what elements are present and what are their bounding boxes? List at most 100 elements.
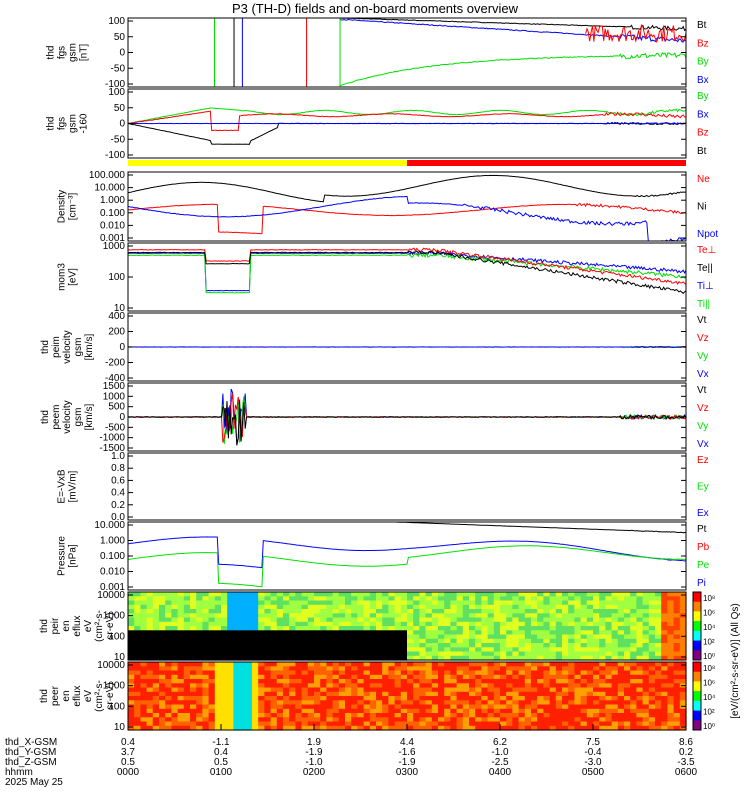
pressure-yticklabel-2: 0.100: [100, 551, 125, 562]
peer-spectrogram: [128, 662, 687, 731]
peir-yticklabel-2: 100: [108, 631, 125, 642]
temp-tepar-line: [127, 250, 687, 294]
pressure-pt-line: [395, 521, 687, 534]
colorbar-0-seg-2: [693, 611, 701, 622]
density-ni-line: [127, 174, 687, 203]
colorbar-0-frame: [692, 591, 702, 661]
fgs-legend-3: Bx: [697, 75, 709, 86]
density-ne-line: [127, 202, 687, 235]
efield-legend-1: Ey: [697, 482, 709, 493]
efield-ylabel-1: [mV/m]: [68, 470, 79, 502]
density-legend-2: Npot: [697, 229, 718, 240]
peir-frame: [127, 591, 687, 661]
peim-yticklabel-3: -200: [105, 358, 125, 369]
colorbar-1-seg-4: [693, 700, 701, 712]
fgs-bt-line: [339, 17, 687, 32]
xticklabel-5-3: 0500: [582, 767, 605, 778]
fgs_lim-bz-line: [128, 110, 686, 132]
fgs-ylabel-2: gsm: [68, 43, 79, 62]
peir-yticklabel-0: 10000: [97, 590, 125, 601]
pressure-frame: [127, 521, 687, 591]
colorbar-1-seg-6: [693, 720, 701, 731]
peem-red-line: [127, 393, 687, 443]
xticklabel-0-1: 3.7: [121, 747, 135, 758]
xrowlabel-0: thd_X-GSM: [5, 737, 57, 748]
peer-ylabel-0: thd: [39, 689, 50, 703]
density-yticklabel-4: 0.010: [100, 220, 125, 231]
fgs_lim-yticklabel-1: 50: [114, 103, 126, 114]
efield-legend-0: Ez: [697, 455, 709, 466]
peir-spectrogram: [128, 592, 687, 661]
efield-ylabel-0: E=-VxB: [57, 469, 68, 504]
fgs_lim-yticklabel-0: 100: [108, 87, 125, 98]
peir-ylabel-6: sr-eV): [105, 612, 116, 639]
mode-bar-yellow: [128, 160, 407, 166]
temp-tiperp-line: [127, 250, 687, 292]
xticklabel-5-1: -0.4: [584, 747, 602, 758]
peer-ylabel-6: sr-eV): [105, 682, 116, 709]
peim-yticklabel-2: 0: [119, 342, 125, 353]
colorbar-1-tick-4: 10⁰: [703, 722, 715, 731]
fgs_lim-legend-3: Bt: [697, 146, 707, 157]
xticklabel-5-0: 7.5: [586, 737, 600, 748]
temp-ylabel-0: mom3: [57, 263, 68, 291]
peem-yticklabel-5: -1000: [99, 433, 125, 444]
efield-yticklabel-0: 1.0: [111, 451, 125, 462]
xticklabel-4-1: -1.0: [491, 747, 509, 758]
xticklabel-3-0: 4.4: [400, 737, 414, 748]
peer-yticklabel-0: 10000: [97, 660, 125, 671]
xticklabel-1-0: -1.1: [212, 737, 230, 748]
density-legend-1: Ni: [697, 202, 706, 213]
colorbar-1-seg-5: [693, 710, 701, 721]
peim-ylabel-1: peim: [51, 336, 62, 358]
efield-yticklabel-3: 0.4: [111, 488, 125, 499]
mode-bar-red: [407, 160, 686, 166]
colorbar-0-seg-3: [693, 621, 701, 632]
colorbar-1-tick-2: 10⁴: [703, 693, 716, 702]
efield-yticklabel-2: 0.6: [111, 475, 125, 486]
peir-ylabel-4: eV: [83, 620, 94, 633]
xticklabel-3-3: 0300: [396, 767, 419, 778]
xrowlabel-2: thd_Z-GSM: [5, 757, 57, 768]
peer-yticklabel-3: 10: [114, 722, 126, 733]
efield-yticklabel-4: 0.2: [111, 500, 125, 511]
colorbar-1-seg-3: [693, 691, 701, 702]
peim-legend-3: Vx: [697, 369, 709, 380]
pressure-legend-3: Pi: [697, 578, 706, 589]
peem-ylabel-0: thd: [40, 410, 51, 424]
fgs_lim-legend-1: Bx: [697, 109, 709, 120]
xticklabel-0-3: 0000: [117, 767, 140, 778]
peir-ylabel-5: (cm²-s-: [94, 610, 105, 642]
peem-green-line: [127, 396, 687, 444]
efield-legend-2: Ex: [697, 508, 709, 519]
chart-title: P3 (TH-D) fields and on-board moments ov…: [231, 1, 519, 16]
fgs-yticklabel-4: -100: [105, 79, 125, 90]
pressure-legend-2: Pe: [697, 560, 710, 571]
density-yticklabel-0: 100.000: [89, 170, 126, 181]
xticklabel-6-2: -3.5: [677, 757, 695, 768]
fgs-by-line: [339, 52, 687, 86]
peer-ylabel-3: eflux: [72, 685, 83, 706]
pressure-ylabel-0: Pressure: [57, 536, 68, 576]
peim-legend-1: Vz: [697, 333, 709, 344]
peer-yticklabel-1: 1000: [103, 681, 126, 692]
fgs_lim-ylabel-2: gsm: [68, 114, 79, 133]
xticklabel-3-2: -1.9: [398, 757, 416, 768]
colorbar-1-seg-0: [693, 662, 701, 673]
peem-ylabel-4: [km/s]: [84, 403, 95, 430]
xticklabel-1-2: 0.5: [214, 757, 228, 768]
pressure-yticklabel-0: 10.000: [94, 520, 125, 531]
fgs_lim-yticklabel-4: -100: [105, 150, 125, 161]
xticklabel-2-1: -1.9: [305, 747, 323, 758]
xticklabel-4-3: 0400: [489, 767, 512, 778]
peir-ylabel-3: eflux: [72, 615, 83, 636]
temp-yticklabel-1: 100: [108, 272, 125, 283]
colorbar-1-tick-3: 10²: [703, 708, 715, 717]
colorbar-1-tick-1: 10⁶: [703, 679, 715, 688]
colorbar-0-tick-0: 10⁸: [703, 594, 715, 603]
fgs_lim-ylabel-3: -160: [79, 113, 90, 133]
fgs-yticklabel-2: 0: [119, 48, 125, 59]
fgs-yticklabel-3: -50: [111, 63, 126, 74]
xticklabel-3-1: -1.6: [398, 747, 416, 758]
xticklabel-1-3: 0100: [210, 767, 233, 778]
